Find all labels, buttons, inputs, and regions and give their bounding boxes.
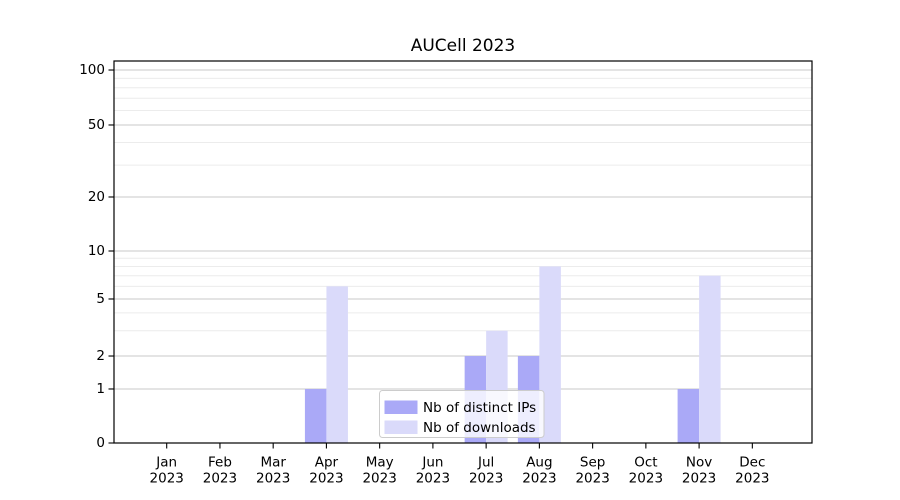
y-tick-label: 10: [88, 243, 105, 259]
y-tick-label: 50: [88, 117, 105, 133]
legend-swatch: [384, 400, 418, 414]
legend: Nb of distinct IPs Nb of downloads: [379, 390, 545, 438]
bar-downloads: [326, 286, 348, 443]
x-tick-label: 2023: [362, 471, 396, 487]
x-tick-label: 2023: [522, 471, 556, 487]
chart-title: AUCell 2023: [411, 36, 516, 56]
x-tick-label: Jan: [155, 455, 177, 471]
plot-area: Jan2023Feb2023Mar2023Apr2023May2023Jun20…: [79, 60, 813, 487]
y-tick-label: 20: [88, 189, 105, 205]
x-tick-label: 2023: [575, 471, 609, 487]
x-tick-label: May: [366, 455, 394, 471]
axes-frame: [113, 60, 813, 444]
x-tick-label: 2023: [416, 471, 450, 487]
x-tick-label: Jul: [477, 455, 494, 471]
legend-label: Nb of downloads: [423, 420, 536, 436]
x-tick-label: Dec: [739, 455, 765, 471]
y-tick-label: 1: [96, 381, 105, 397]
x-tick-label: Nov: [686, 455, 712, 471]
legend-swatch: [384, 420, 418, 434]
bar-downloads: [539, 266, 561, 443]
x-tick-label: Oct: [634, 455, 657, 471]
x-tick-label: 2023: [735, 471, 769, 487]
y-tick-label: 100: [79, 62, 105, 78]
legend-label: Nb of distinct IPs: [423, 400, 536, 416]
x-tick-label: Sep: [580, 455, 605, 471]
x-tick-label: Aug: [526, 455, 552, 471]
x-tick-label: Jun: [421, 455, 443, 471]
x-tick-label: 2023: [629, 471, 663, 487]
x-tick-label: 2023: [682, 471, 716, 487]
legend-box: [379, 390, 545, 438]
x-tick-label: 2023: [469, 471, 503, 487]
x-tick-label: Feb: [208, 455, 232, 471]
x-tick-label: 2023: [309, 471, 343, 487]
y-tick-label: 2: [96, 348, 105, 364]
x-tick-label: 2023: [256, 471, 290, 487]
x-tick-label: 2023: [150, 471, 184, 487]
y-tick-label: 0: [96, 435, 105, 451]
x-tick-label: 2023: [203, 471, 237, 487]
x-tick-label: Apr: [315, 455, 339, 471]
bar-distinct-ips: [677, 388, 700, 443]
y-tick-label: 5: [96, 291, 105, 307]
bar-distinct-ips: [304, 388, 327, 443]
x-tick-label: Mar: [260, 455, 286, 471]
bar-downloads: [699, 275, 721, 443]
